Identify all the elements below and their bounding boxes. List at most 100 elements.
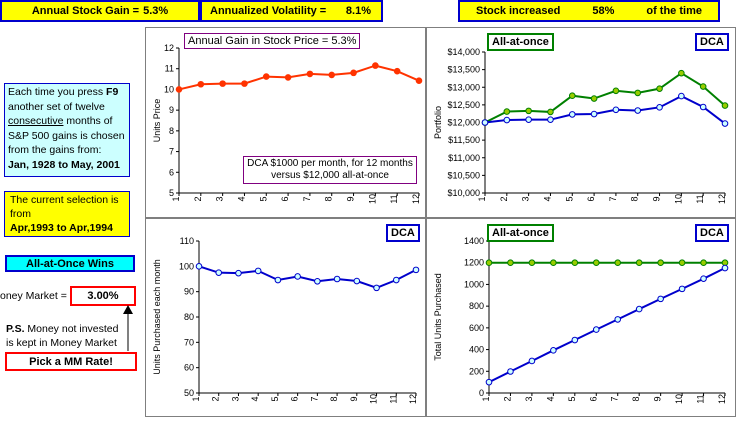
units-purchased-panel: 50 60 70 80 90 100 110 1 2 3 4 5 6 7 8 9 10 11 12 Units Pur… [145, 218, 426, 417]
mm-label-text: oney Market = [0, 290, 67, 302]
volatility-value: 8.1% [345, 5, 371, 17]
x-tick-label: 3 [230, 396, 240, 401]
data-point [485, 259, 493, 267]
y-tick-label: 800 [469, 301, 484, 311]
y-tick-label: 1200 [464, 258, 484, 268]
data-point [721, 259, 729, 267]
data-point [306, 70, 314, 78]
x-tick-label: 1 [171, 196, 181, 201]
data-point [656, 104, 663, 111]
units-purchased-dca-text: DCA [391, 227, 415, 239]
x-tick-label: 5 [567, 396, 577, 401]
portfolio-all-at-once-text: All-at-once [492, 36, 549, 48]
data-point [507, 259, 514, 267]
series-line [488, 267, 726, 384]
x-tick-label: 3 [521, 196, 531, 201]
series-line [484, 94, 726, 125]
y-tick-label: 8 [169, 126, 174, 136]
y-tick-label: 110 [180, 236, 194, 246]
data-point [314, 277, 321, 285]
y-tick-label: 400 [469, 345, 484, 355]
data-point [657, 259, 664, 267]
y-tick-label: $11,000 [448, 153, 480, 163]
x-tick-label: 5 [564, 196, 574, 201]
data-point [547, 116, 554, 123]
f9-range: Jan, 1928 to May, 2001 [8, 158, 120, 171]
data-point [412, 266, 420, 274]
data-point [284, 74, 292, 81]
data-point [568, 92, 576, 100]
data-point [528, 357, 536, 365]
winner-text: All-at-Once Wins [26, 257, 114, 270]
y-tick-label: 7 [169, 147, 174, 157]
x-tick-label: 5 [258, 196, 268, 201]
x-tick-label: 10 [369, 394, 379, 404]
data-point [568, 111, 576, 118]
data-point [328, 71, 336, 79]
x-tick-label: 7 [302, 196, 312, 201]
portfolio-chart: $10,000 $10,500 $11,000 $11,500 $12,000 $12,5… [433, 47, 729, 204]
y-tick-label: $10,500 [447, 170, 480, 180]
units-price-title: Annual Gain in Stock Price = 5.3% [184, 33, 361, 49]
y-tick-label: 10 [164, 84, 174, 94]
y-axis-label: Total Units Purchased [433, 273, 443, 361]
y-tick-label: 9 [169, 105, 174, 115]
x-tick-label: 6 [586, 196, 596, 201]
units-price-title-text: Annual Gain in Stock Price = 5.3% [188, 35, 357, 47]
x-tick-label: 1 [481, 396, 491, 401]
selection-box: The current selection is from Apr,1993 t… [4, 191, 130, 237]
data-point [614, 316, 622, 323]
y-tick-label: 80 [184, 312, 194, 322]
y-tick-label: 70 [184, 337, 194, 347]
y-tick-label: $13,000 [447, 82, 480, 92]
data-point [353, 277, 361, 285]
data-point [503, 116, 511, 124]
data-point [635, 259, 643, 267]
data-point [635, 305, 643, 313]
annual-gain-label: Annual Stock Gain = [31, 5, 140, 17]
x-tick-label: 7 [610, 396, 620, 401]
x-tick-label: 4 [545, 396, 555, 401]
x-tick-label: 11 [696, 394, 706, 403]
mm-rate-field[interactable]: 3.00% [70, 286, 136, 306]
portfolio-all-at-once-label: All-at-once [487, 33, 554, 51]
data-point [678, 69, 685, 77]
x-tick-label: 6 [280, 196, 290, 201]
f9-consecutive: consecutive [8, 115, 64, 127]
x-tick-label: 3 [215, 196, 225, 201]
units-price-annotation: DCA $1000 per month, for 12 months versu… [243, 156, 417, 184]
y-tick-label: 12 [164, 43, 174, 53]
data-point [678, 92, 685, 100]
data-point [219, 80, 226, 87]
arrow-up-icon [123, 305, 133, 351]
portfolio-dca-text: DCA [700, 36, 724, 48]
total-units-all-at-once-text: All-at-once [492, 227, 549, 239]
y-tick-label: 90 [184, 287, 194, 297]
data-point [590, 110, 598, 118]
y-tick-label: 1400 [464, 236, 484, 246]
volatility-label: Annualized Volatility = [210, 5, 327, 17]
data-point [262, 73, 270, 80]
y-tick-label: 100 [179, 261, 194, 271]
y-axis-label: Units Purchased each month [152, 259, 162, 375]
ps-text: Money not invested is kept in Money Mark… [6, 323, 119, 349]
data-point [373, 284, 380, 292]
y-tick-label: 200 [469, 366, 484, 376]
data-point [571, 259, 579, 267]
pick-mm-rate-button[interactable]: Pick a MM Rate! [5, 352, 137, 371]
data-point [547, 108, 554, 116]
data-point [721, 264, 729, 272]
data-point [274, 276, 282, 284]
x-tick-label: 8 [324, 196, 334, 201]
data-point [528, 259, 536, 267]
data-point [415, 77, 423, 85]
x-tick-label: 9 [653, 396, 663, 401]
x-tick-label: 6 [588, 396, 598, 401]
f9-mid1: another set of twelve [8, 100, 105, 113]
data-point [550, 259, 557, 267]
annual-gain-box: Annual Stock Gain = 5.3% [0, 0, 200, 22]
data-point [678, 259, 686, 267]
